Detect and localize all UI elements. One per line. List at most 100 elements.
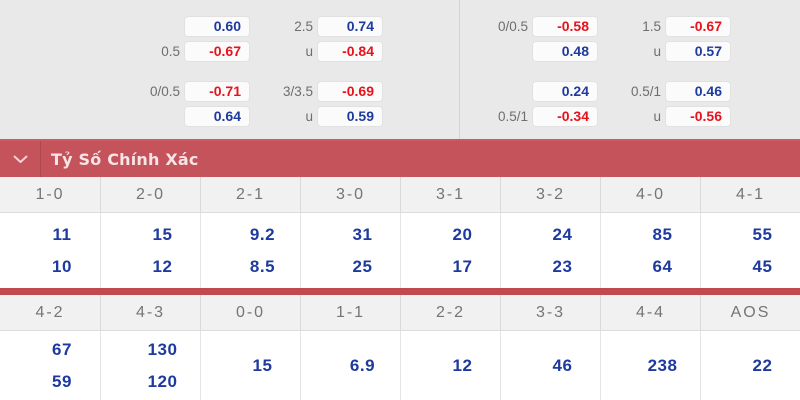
odds-pair: 0/0.5 -0.71 — [132, 82, 249, 101]
score-header-4-3: 4-3 — [100, 295, 200, 330]
odds-pair: 0.64 — [132, 107, 249, 126]
odds-value-button[interactable]: -0.71 — [185, 82, 249, 101]
odds-line-row: 0/0.5 -0.58 1.5 -0.67 — [480, 17, 730, 36]
score-odds-cell-3-3[interactable]: 46 — [500, 331, 600, 400]
score-odds-cell-3-1[interactable]: 20 17 — [400, 213, 500, 288]
score-odds-value: 67 — [52, 339, 72, 359]
chevron-down-icon[interactable] — [0, 141, 40, 177]
odds-value-button[interactable]: 0.48 — [533, 42, 597, 61]
score-odds-cell-2-2[interactable]: 12 — [400, 331, 500, 400]
score-odds-cell-1-1[interactable]: 6.9 — [300, 331, 400, 400]
score-odds-cell-4-0[interactable]: 85 64 — [600, 213, 700, 288]
score-header-4-2: 4-2 — [35, 303, 65, 321]
score-odds-cell-3-0[interactable]: 31 25 — [300, 213, 400, 288]
odds-group-right: 0/0.5 -0.58 1.5 -0.67 0.48 u 0.57 0.24 0.5/1 0.46… — [460, 0, 800, 139]
section-title: Tỷ Số Chính Xác — [51, 149, 199, 169]
odds-line-label: u — [653, 109, 661, 124]
odds-line-label: 1.5 — [642, 19, 661, 34]
score-odds-value: 45 — [752, 256, 773, 276]
odds-market-3: 0/0.5 -0.58 1.5 -0.67 0.48 u 0.57 — [480, 17, 730, 61]
score-odds-value: 46 — [552, 355, 573, 375]
odds-pair: 0.48 — [480, 42, 597, 61]
odds-line-label: 0/0.5 — [149, 84, 180, 99]
score-header-3-0: 3-0 — [300, 177, 400, 212]
score-odds-cell-0-0[interactable]: 15 — [200, 331, 300, 400]
score-odds-cell-4-4[interactable]: 238 — [600, 331, 700, 400]
score-odds-value: 8.5 — [249, 256, 276, 276]
odds-pair: 1.5 -0.67 — [613, 17, 730, 36]
score-odds-value: 12 — [452, 355, 473, 375]
odds-value-button[interactable]: 0.60 — [185, 17, 249, 36]
score-header-0-0: 0-0 — [200, 295, 300, 330]
odds-pair: 0.5/1 -0.34 — [480, 107, 597, 126]
score-header-2-0: 2-0 — [100, 177, 200, 212]
score-odds-cell-4-3[interactable]: 130 120 — [100, 331, 200, 400]
score-header-4-1: 4-1 — [700, 177, 800, 212]
score-odds-value: 23 — [552, 256, 573, 276]
score-odds-value: 85 — [652, 224, 673, 244]
odds-value-button[interactable]: 0.46 — [666, 82, 730, 101]
odds-group-left: 0.60 2.5 0.74 0.5 -0.67 u -0.84 0/0.5 -0.71 3/3.5… — [0, 0, 460, 139]
odds-pair: 2.5 0.74 — [265, 17, 382, 36]
score-odds-cell-1-0[interactable]: 11 10 — [0, 213, 100, 288]
odds-value-button[interactable]: -0.67 — [666, 17, 730, 36]
odds-line-row: 0.5 -0.67 u -0.84 — [132, 42, 382, 61]
odds-market-1: 0.60 2.5 0.74 0.5 -0.67 u -0.84 — [132, 17, 382, 61]
score-odds-value: 10 — [52, 256, 72, 276]
score-odds-value: 130 — [147, 339, 178, 359]
odds-value-button[interactable]: -0.67 — [185, 42, 249, 61]
band-divider — [40, 141, 41, 177]
odds-line-label: 0.5/1 — [630, 84, 661, 99]
score-odds-cell-4-1[interactable]: 55 45 — [700, 213, 800, 288]
correct-score-section-header[interactable]: Tỷ Số Chính Xác — [0, 139, 800, 177]
odds-value-button[interactable]: 0.74 — [318, 17, 382, 36]
score-odds-value: 11 — [52, 224, 72, 244]
score-odds-value: 12 — [152, 256, 173, 276]
score-odds-cell-2-1[interactable]: 9.2 8.5 — [200, 213, 300, 288]
odds-value-button[interactable]: -0.56 — [666, 107, 730, 126]
odds-value-button[interactable]: 0.24 — [533, 82, 597, 101]
section-separator — [0, 288, 800, 295]
odds-line-label: 0/0.5 — [497, 19, 528, 34]
score-odds-value: 17 — [452, 256, 473, 276]
odds-pair: 0.5 -0.67 — [132, 42, 249, 61]
score-odds-value: 120 — [147, 371, 178, 391]
odds-pair: 0/0.5 -0.58 — [480, 17, 597, 36]
odds-line-row: 0/0.5 -0.71 3/3.5 -0.69 — [132, 82, 382, 101]
odds-pair: 3/3.5 -0.69 — [265, 82, 382, 101]
score-header-row: 4-2 4-3 0-0 1-1 2-2 3-3 4-4 AOS — [0, 295, 800, 331]
score-odds-value: 55 — [752, 224, 773, 244]
odds-pair: u -0.84 — [265, 42, 382, 61]
score-odds-cell-4-2[interactable]: 67 59 — [0, 331, 100, 400]
odds-value-button[interactable]: -0.84 — [318, 42, 382, 61]
score-header-4-4: 4-4 — [600, 295, 700, 330]
odds-line-row: 0.5/1 -0.34 u -0.56 — [480, 107, 730, 126]
score-odds-value: 15 — [252, 355, 273, 375]
score-header-2-1: 2-1 — [200, 177, 300, 212]
odds-line-row: 0.60 2.5 0.74 — [132, 17, 382, 36]
odds-value-button[interactable]: 0.57 — [666, 42, 730, 61]
odds-line-label: u — [653, 44, 661, 59]
pre-match-odds-panel: 0.60 2.5 0.74 0.5 -0.67 u -0.84 0/0.5 -0.71 3/3.5… — [0, 0, 800, 139]
odds-value-button[interactable]: -0.34 — [533, 107, 597, 126]
score-header-3-2: 3-2 — [500, 177, 600, 212]
odds-line-label: u — [305, 44, 313, 59]
odds-pair: 0.60 — [132, 17, 249, 36]
odds-pair: 0.5/1 0.46 — [613, 82, 730, 101]
score-odds-value: 22 — [752, 355, 773, 375]
score-odds-value: 238 — [647, 355, 678, 375]
odds-value-button[interactable]: 0.59 — [318, 107, 382, 126]
score-odds-value: 20 — [452, 224, 473, 244]
score-odds-cell-2-0[interactable]: 15 12 — [100, 213, 200, 288]
odds-value-button[interactable]: -0.69 — [318, 82, 382, 101]
score-odds-row: 11 10 15 12 9.2 8.5 31 25 20 17 24 23 85 64 55 45 — [0, 213, 800, 288]
score-odds-value: 59 — [52, 371, 72, 391]
score-odds-cell-3-2[interactable]: 24 23 — [500, 213, 600, 288]
odds-value-button[interactable]: -0.58 — [533, 17, 597, 36]
odds-value-button[interactable]: 0.64 — [185, 107, 249, 126]
score-odds-cell-aos[interactable]: 22 — [700, 331, 800, 400]
odds-pair: u 0.59 — [265, 107, 382, 126]
odds-line-label: 3/3.5 — [282, 84, 313, 99]
score-header-row: 1-0 2-0 2-1 3-0 3-1 3-2 4-0 4-1 — [0, 177, 800, 213]
score-odds-value: 9.2 — [249, 224, 276, 244]
